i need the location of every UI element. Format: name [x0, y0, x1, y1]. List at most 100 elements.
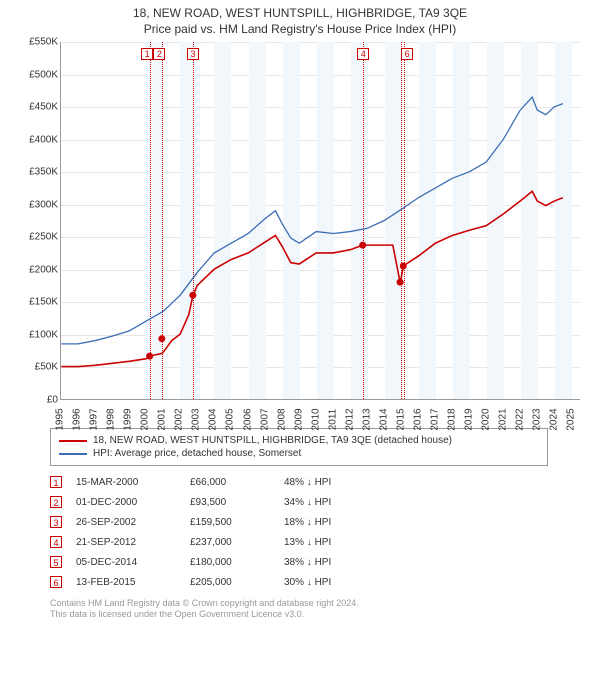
plot-area: 12346 — [60, 42, 580, 400]
transaction-row: 3 26-SEP-2002 £159,500 18% ↓ HPI — [50, 512, 590, 532]
y-tick-label: £400K — [20, 134, 58, 145]
tx-date: 01-DEC-2000 — [76, 497, 176, 508]
tx-price: £205,000 — [190, 577, 270, 588]
x-tick-label: 2008 — [276, 408, 287, 430]
x-tick-label: 2020 — [481, 408, 492, 430]
tx-price: £93,500 — [190, 497, 270, 508]
x-tick-label: 2018 — [447, 408, 458, 430]
x-tick-label: 2010 — [310, 408, 321, 430]
tx-date: 26-SEP-2002 — [76, 517, 176, 528]
tx-price: £66,000 — [190, 477, 270, 488]
x-tick-label: 2005 — [225, 408, 236, 430]
sale-marker — [359, 242, 366, 249]
tx-pct: 48% ↓ HPI — [284, 477, 384, 488]
chart-subtitle: Price paid vs. HM Land Registry's House … — [10, 22, 590, 36]
x-tick-label: 2013 — [361, 408, 372, 430]
event-number-box: 6 — [401, 48, 413, 60]
event-number-box: 3 — [187, 48, 199, 60]
y-tick-label: £350K — [20, 167, 58, 178]
tx-pct: 30% ↓ HPI — [284, 577, 384, 588]
x-tick-label: 1995 — [55, 408, 66, 430]
event-number-box: 4 — [357, 48, 369, 60]
y-tick-label: £450K — [20, 102, 58, 113]
tx-pct: 13% ↓ HPI — [284, 537, 384, 548]
x-tick-label: 2006 — [242, 408, 253, 430]
tx-date: 13-FEB-2015 — [76, 577, 176, 588]
chart-container: £0 £50K £100K £150K £200K £250K £300K £350K £400… — [20, 42, 580, 422]
x-tick-label: 2001 — [157, 408, 168, 430]
x-tick-label: 1999 — [123, 408, 134, 430]
x-tick-label: 2023 — [532, 408, 543, 430]
x-tick-label: 1998 — [106, 408, 117, 430]
x-tick-label: 2003 — [191, 408, 202, 430]
x-tick-label: 2007 — [259, 408, 270, 430]
x-tick-label: 2022 — [515, 408, 526, 430]
sale-marker — [400, 262, 407, 269]
property-line — [61, 191, 563, 366]
tx-date: 15-MAR-2000 — [76, 477, 176, 488]
transaction-row: 4 21-SEP-2012 £237,000 13% ↓ HPI — [50, 532, 590, 552]
tx-price: £180,000 — [190, 557, 270, 568]
tx-number: 4 — [50, 536, 62, 548]
y-tick-label: £200K — [20, 264, 58, 275]
legend-item: 18, NEW ROAD, WEST HUNTSPILL, HIGHBRIDGE… — [59, 435, 539, 446]
legend-item: HPI: Average price, detached house, Some… — [59, 448, 539, 459]
tx-pct: 18% ↓ HPI — [284, 517, 384, 528]
tx-number: 6 — [50, 576, 62, 588]
tx-number: 3 — [50, 516, 62, 528]
tx-price: £159,500 — [190, 517, 270, 528]
y-tick-label: £0 — [20, 395, 58, 406]
transaction-row: 2 01-DEC-2000 £93,500 34% ↓ HPI — [50, 492, 590, 512]
legend-swatch — [59, 440, 87, 442]
tx-date: 21-SEP-2012 — [76, 537, 176, 548]
x-tick-label: 2024 — [549, 408, 560, 430]
legend-swatch — [59, 453, 87, 455]
tx-pct: 34% ↓ HPI — [284, 497, 384, 508]
x-tick-label: 1997 — [89, 408, 100, 430]
x-tick-label: 2009 — [293, 408, 304, 430]
tx-price: £237,000 — [190, 537, 270, 548]
transaction-row: 5 05-DEC-2014 £180,000 38% ↓ HPI — [50, 552, 590, 572]
x-tick-label: 2015 — [395, 408, 406, 430]
sale-marker — [146, 353, 153, 360]
tx-number: 2 — [50, 496, 62, 508]
tx-number: 1 — [50, 476, 62, 488]
chart-title: 18, NEW ROAD, WEST HUNTSPILL, HIGHBRIDGE… — [10, 6, 590, 20]
tx-pct: 38% ↓ HPI — [284, 557, 384, 568]
transaction-table: 1 15-MAR-2000 £66,000 48% ↓ HPI 2 01-DEC-2000… — [50, 472, 590, 592]
sale-marker — [397, 279, 404, 286]
x-tick-label: 2014 — [378, 408, 389, 430]
x-tick-label: 2004 — [208, 408, 219, 430]
transaction-row: 1 15-MAR-2000 £66,000 48% ↓ HPI — [50, 472, 590, 492]
y-tick-label: £150K — [20, 297, 58, 308]
line-svg — [61, 42, 580, 399]
y-tick-label: £50K — [20, 362, 58, 373]
hpi-line — [61, 97, 563, 344]
y-tick-label: £300K — [20, 199, 58, 210]
legend-label: HPI: Average price, detached house, Some… — [93, 448, 301, 459]
transaction-row: 6 13-FEB-2015 £205,000 30% ↓ HPI — [50, 572, 590, 592]
event-number-box: 2 — [153, 48, 165, 60]
y-tick-label: £500K — [20, 69, 58, 80]
y-tick-label: £550K — [20, 37, 58, 48]
x-tick-label: 2017 — [430, 408, 441, 430]
x-tick-label: 2000 — [140, 408, 151, 430]
sale-marker — [158, 335, 165, 342]
tx-number: 5 — [50, 556, 62, 568]
x-tick-label: 1996 — [72, 408, 83, 430]
x-tick-label: 2011 — [327, 409, 338, 431]
y-tick-label: £250K — [20, 232, 58, 243]
x-tick-label: 2021 — [498, 408, 509, 430]
x-tick-label: 2025 — [566, 408, 577, 430]
tx-date: 05-DEC-2014 — [76, 557, 176, 568]
sale-marker — [189, 292, 196, 299]
legend: 18, NEW ROAD, WEST HUNTSPILL, HIGHBRIDGE… — [50, 428, 548, 466]
x-tick-label: 2002 — [174, 408, 185, 430]
x-tick-label: 2019 — [464, 408, 475, 430]
x-tick-label: 2012 — [344, 408, 355, 430]
y-tick-label: £100K — [20, 329, 58, 340]
footnote-line-2: This data is licensed under the Open Gov… — [50, 609, 590, 620]
x-tick-label: 2016 — [413, 408, 424, 430]
footnote-line-1: Contains HM Land Registry data © Crown c… — [50, 598, 590, 609]
footnote: Contains HM Land Registry data © Crown c… — [50, 598, 590, 621]
